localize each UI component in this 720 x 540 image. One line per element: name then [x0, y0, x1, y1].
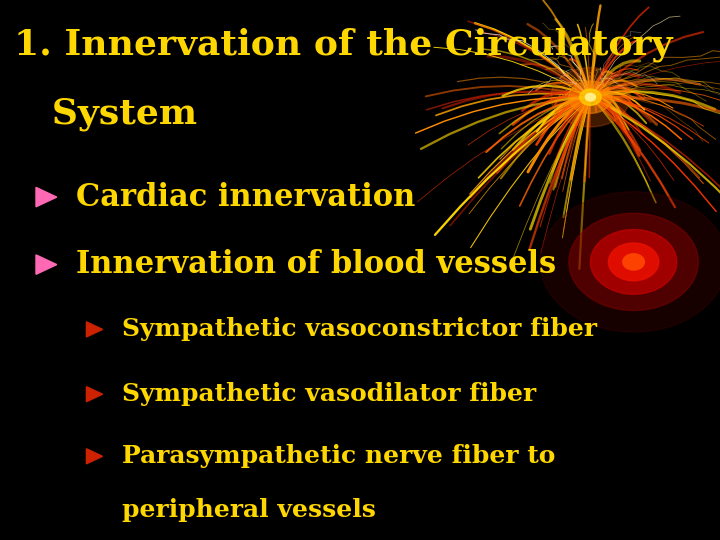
Circle shape	[569, 213, 698, 310]
Circle shape	[540, 192, 720, 332]
Circle shape	[569, 81, 612, 113]
Text: Parasympathetic nerve fiber to: Parasympathetic nerve fiber to	[122, 444, 556, 468]
Circle shape	[623, 254, 644, 270]
Polygon shape	[36, 255, 57, 274]
Polygon shape	[86, 387, 102, 402]
Circle shape	[585, 93, 595, 101]
Text: peripheral vessels: peripheral vessels	[122, 498, 377, 522]
Circle shape	[590, 230, 677, 294]
Text: System: System	[14, 97, 197, 131]
Circle shape	[580, 89, 601, 105]
Text: Innervation of blood vessels: Innervation of blood vessels	[76, 249, 556, 280]
Circle shape	[551, 68, 630, 127]
Polygon shape	[36, 187, 57, 207]
Text: Cardiac innervation: Cardiac innervation	[76, 181, 415, 213]
Text: 1. Innervation of the Circulatory: 1. Innervation of the Circulatory	[14, 27, 673, 62]
Text: Sympathetic vasoconstrictor fiber: Sympathetic vasoconstrictor fiber	[122, 318, 598, 341]
Text: Sympathetic vasodilator fiber: Sympathetic vasodilator fiber	[122, 382, 536, 406]
Circle shape	[608, 243, 659, 281]
Polygon shape	[86, 449, 102, 464]
Polygon shape	[86, 322, 102, 337]
